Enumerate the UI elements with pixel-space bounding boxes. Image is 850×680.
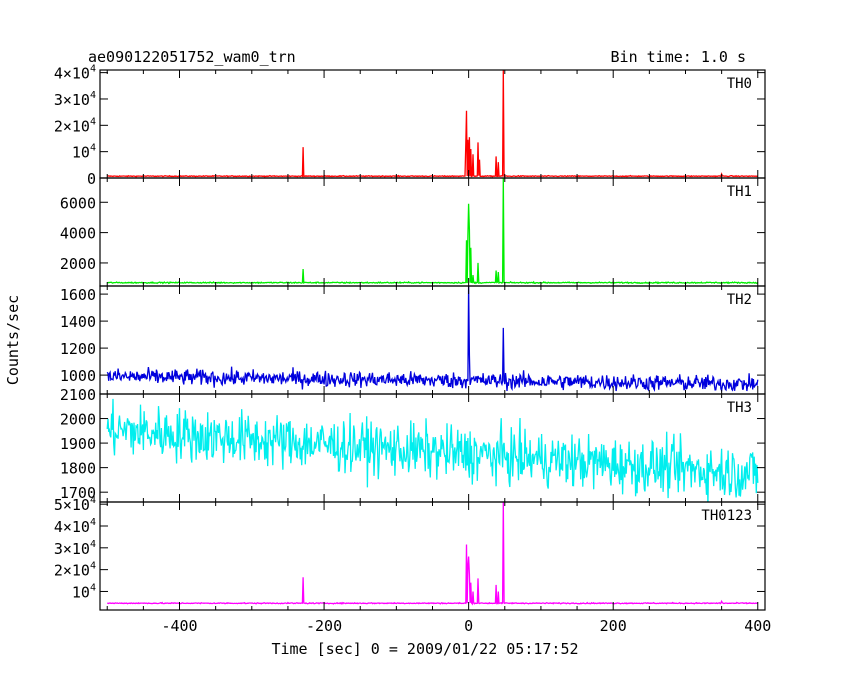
y-tick-label: 2×104 <box>54 116 96 135</box>
y-tick-label: 3×104 <box>54 90 96 109</box>
panel-label: TH0123 <box>701 508 752 524</box>
panel-frame <box>99 501 766 611</box>
y-tick-label: 2000 <box>60 411 96 429</box>
series-line-th0 <box>107 70 758 178</box>
y-tick-exponent: 4 <box>90 561 96 572</box>
y-tick-mantissa: 4×10 <box>54 518 90 536</box>
x-tick-label: 0 <box>464 617 473 635</box>
panel-label: TH1 <box>727 184 752 200</box>
y-tick-exponent: 4 <box>90 517 96 528</box>
y-tick-exponent: 4 <box>90 90 96 101</box>
bin-time-label: Bin time: 1.0 s <box>611 48 746 66</box>
y-tick-mantissa: 10 <box>72 144 90 162</box>
y-tick-exponent: 4 <box>90 582 96 593</box>
y-tick-mantissa: 2×10 <box>54 117 90 135</box>
y-tick-mantissa: 2×10 <box>54 562 90 580</box>
x-axis: -400 -200 0 200 400 <box>161 617 771 635</box>
y-tick-label: 1200 <box>60 340 96 358</box>
y-tick-mantissa: 3×10 <box>54 540 90 558</box>
panel-frame <box>99 69 766 179</box>
y-tick-mantissa: 3×10 <box>54 91 90 109</box>
y-tick-label: 1600 <box>60 286 96 304</box>
y-tick-label: 4000 <box>60 225 96 243</box>
y-tick-exponent: 4 <box>90 64 96 75</box>
y-tick-label: 4×104 <box>54 517 96 536</box>
y-tick-label: 1800 <box>60 460 96 478</box>
y-tick-label: 6000 <box>60 194 96 212</box>
y-tick-label: 2100 <box>60 386 96 404</box>
panel-th3: TH3 1700 1800 1900 2000 2100 <box>60 386 766 503</box>
y-tick-label: 104 <box>72 582 96 601</box>
y-tick-exponent: 4 <box>90 116 96 127</box>
y-tick-label: 1400 <box>60 313 96 331</box>
y-tick-label: 1700 <box>60 484 96 502</box>
x-tick-label: -400 <box>161 617 197 635</box>
y-tick-label: 2×104 <box>54 561 96 580</box>
y-tick-mantissa: 10 <box>72 583 90 601</box>
series-line-th1 <box>106 178 759 285</box>
series-line-th0123 <box>107 502 759 606</box>
panel-label: TH0 <box>727 76 752 92</box>
x-tick-label: -200 <box>306 617 342 635</box>
y-tick-label: 1000 <box>60 367 96 385</box>
y-tick-mantissa: 5×10 <box>54 496 90 514</box>
chart-title: ae090122051752_wam0_trn <box>88 48 296 66</box>
y-tick-exponent: 4 <box>90 539 96 550</box>
y-tick-label: 4×104 <box>54 64 96 83</box>
y-tick-label: 104 <box>72 143 96 162</box>
panels-group: TH001042×1043×1044×104TH1200040006000TH2… <box>54 64 766 611</box>
y-tick-label: 3×104 <box>54 539 96 558</box>
x-tick-label: 200 <box>600 617 627 635</box>
panel-th2: TH2 1000 1200 1400 1600 <box>60 285 766 395</box>
series-line-th3 <box>106 398 759 502</box>
panel-frame <box>99 177 766 287</box>
y-tick-label: 0 <box>87 170 96 188</box>
y-axis-title: Counts/sec <box>4 295 22 385</box>
x-tick-label: 400 <box>744 617 771 635</box>
panel-label: TH3 <box>727 400 752 416</box>
y-tick-exponent: 4 <box>90 143 96 154</box>
x-axis-title: Time [sec] 0 = 2009/01/22 05:17:52 <box>271 640 578 658</box>
y-tick-mantissa: 4×10 <box>54 65 90 83</box>
y-tick-label: 5×104 <box>54 495 96 514</box>
y-tick-label: 1900 <box>60 435 96 453</box>
panel-th1: TH1 2000 4000 6000 <box>60 177 766 287</box>
series-line-th2 <box>106 286 759 393</box>
y-tick-label: 2000 <box>60 255 96 273</box>
panel-label: TH2 <box>727 292 752 308</box>
y-tick-exponent: 4 <box>90 495 96 506</box>
